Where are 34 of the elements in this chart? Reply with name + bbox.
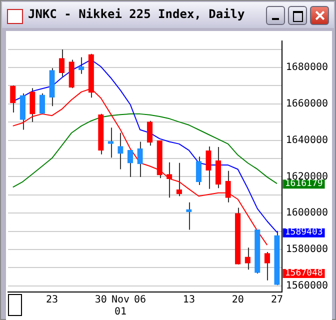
candlestick <box>108 127 114 158</box>
x-tick-label: 23 <box>46 294 58 306</box>
candlestick <box>225 170 231 203</box>
y-tick-label: 1660000 <box>286 98 328 110</box>
candlestick <box>166 162 172 198</box>
text: 1589403 <box>284 228 323 238</box>
x-tick-label: 30 <box>94 294 107 306</box>
y-tick-label: 1640000 <box>286 134 328 146</box>
y-tick-label: 1680000 <box>286 62 328 74</box>
text: 1567048 <box>284 268 323 278</box>
candlestick <box>20 92 26 130</box>
candlestick <box>127 150 134 178</box>
x-tick-label: 13 <box>182 294 195 306</box>
candlestick <box>39 92 46 114</box>
candlestick <box>118 132 124 170</box>
y-tick-label: 1600000 <box>286 208 328 219</box>
x-tick-label: 06 <box>134 294 146 306</box>
y-tick-label: 1580000 <box>286 244 328 256</box>
candlestick <box>215 146 222 189</box>
candlestick <box>264 251 270 281</box>
candlestick <box>58 49 65 78</box>
candlestick <box>176 162 182 197</box>
candlestick <box>146 120 153 146</box>
candlestick <box>137 141 143 178</box>
x-tick-label: Nov 01 <box>111 294 130 318</box>
x-tick-label: 20 <box>232 294 244 306</box>
candlestick <box>10 85 16 113</box>
candlestick <box>68 59 74 89</box>
y-tick-label: 1560000 <box>286 280 328 292</box>
candlestick <box>206 146 212 190</box>
candlestick <box>244 247 250 270</box>
chart-title: JNKC - Nikkei 225 Index, Daily <box>28 7 245 21</box>
x-tick-label: 27 <box>270 294 283 306</box>
candlestick <box>196 156 202 186</box>
